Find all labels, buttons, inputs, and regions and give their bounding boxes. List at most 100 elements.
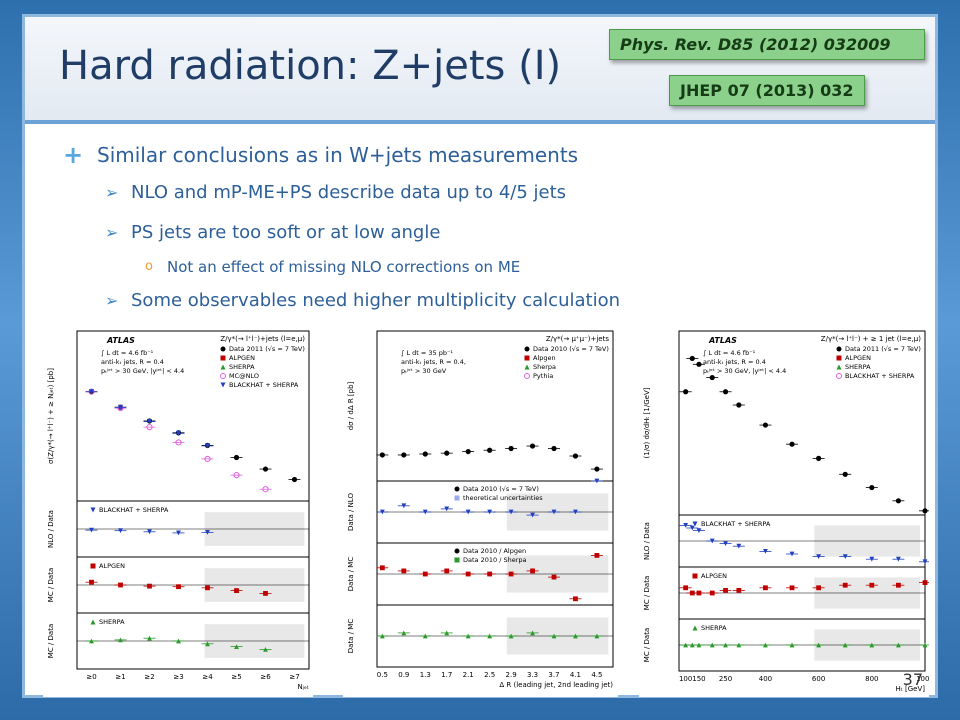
data-point [696,361,702,367]
data-point [689,525,695,531]
legend-entry: ALPGEN [845,354,871,362]
data-point [379,509,385,515]
x-tick-label: 4.1 [570,671,581,679]
data-point [487,633,493,639]
data-point [263,647,268,652]
page-number: 37 [902,670,923,689]
data-point [175,430,182,436]
data-point [529,443,536,449]
annotation: pₜʲᵉᵗ > 30 GeV, |yʲᵉᵗ| < 4.4 [703,367,786,375]
circle-bullet-icon: o [145,259,153,274]
ratio-legend-entry: theoretical uncertainties [463,494,543,502]
data-point [763,549,768,554]
x-tick-label: ≥4 [202,673,213,681]
data-point [842,642,848,648]
bullet-list: + Similar conclusions as in W+jets measu… [63,137,923,321]
ratio-y-label: NLO / Data [643,522,651,560]
plot-strip: σ(Z/γ*(→ l⁺l⁻) + ≥ Nⱼₑₜ) [pb] Z/γ*(→ l⁺l⁻… [43,325,933,697]
legend-entry: Data 2011 (√s = 7 TeV) [845,345,921,353]
data-point [922,580,928,585]
data-point [204,455,211,463]
bullet-text: Similar conclusions as in W+jets measure… [97,143,579,167]
data-point [233,454,240,461]
data-point [205,585,210,591]
ratio-y-label: MC / Data [47,624,55,658]
data-point [551,633,557,639]
slide-title: Hard radiation: Z+jets (I) [59,43,562,89]
annotation: anti-kₜ jets, R = 0.4, [401,358,466,366]
x-tick-label: 150 [692,675,705,683]
data-point [692,573,698,579]
x-tick-label: ≥7 [289,673,299,681]
legend-entry: Pythia [533,372,553,380]
data-point [379,452,385,458]
ratio-label: SHERPA [99,618,125,626]
data-point [118,637,123,643]
data-point [379,633,385,639]
data-point [508,509,514,515]
data-point [220,346,226,352]
data-point [176,584,181,590]
annotation: pₜʲᵉᵗ > 30 GeV [401,367,447,375]
data-point [551,445,557,452]
data-point [147,635,152,641]
data-point [118,528,123,534]
x-tick-label: 1000 [916,675,929,683]
data-point [762,422,769,428]
ratio-legend-entry: Data 2010 / Sherpa [463,556,526,564]
data-point [118,582,123,588]
data-point [763,642,768,648]
data-point [262,486,269,493]
bullet-item: o Not an effect of missing NLO correctio… [63,253,923,281]
ratio-y-label: MC / Data [643,576,651,610]
data-point [204,443,211,449]
ratio-label: BLACKHAT + SHERPA [701,520,771,528]
data-point [573,509,578,515]
data-point [220,373,226,379]
annotation: anti-kₜ jets, R = 0.4 [703,358,766,366]
data-point [551,574,557,580]
data-point [896,556,901,562]
bullet-text: Not an effect of missing NLO corrections… [167,258,521,276]
bullet-item: + Similar conclusions as in W+jets measu… [63,137,923,173]
data-point [869,556,875,562]
data-point [736,402,742,408]
chart-title: Z/γ*(→ l⁺l⁻) + ≥ 1 jet (l=e,μ) [821,335,921,343]
data-point [530,568,535,574]
chart-delta-r: dσ / dΔ R [pb] Z/γ*(→ μ⁺μ⁻)+jets ∫ L dt = … [343,325,618,697]
y-axis-label: σ(Z/γ*(→ l⁺l⁻) + ≥ Nⱼₑₜ) [pb] [47,368,55,464]
data-point [90,563,96,569]
legend-entry: Sherpa [533,363,556,371]
data-point [709,590,715,596]
x-tick-label: 2.9 [506,671,517,679]
data-point [147,583,152,589]
ratio-y-label: NLO / Data [47,510,55,548]
x-tick-label: 1.7 [441,671,452,679]
x-axis-label: Nⱼₑₜ [298,683,309,691]
legend-entry: Alpgen [533,354,556,362]
data-point [696,642,702,648]
data-point [220,364,226,370]
data-point [683,585,689,591]
data-point [422,633,428,639]
x-tick-label: ≥6 [260,673,271,681]
data-point [508,571,514,577]
data-point [723,588,728,593]
data-point [922,508,928,514]
data-point [736,588,742,593]
data-point [401,452,407,458]
data-point [594,553,600,558]
ratio-label: SHERPA [701,624,727,632]
data-point [176,638,181,644]
y-axis-label: dσ / dΔ R [pb] [347,381,355,430]
ratio-y-label: Data / NLO [347,493,355,531]
x-tick-label: 100 [679,675,692,683]
data-point [709,374,715,381]
bullet-item: ➢ NLO and mP-ME+PS describe data up to 4… [63,173,923,213]
data-point [692,625,698,631]
data-point [683,642,689,648]
data-point [816,455,822,461]
x-tick-label: ≥2 [144,673,154,681]
data-point [90,619,96,625]
arrow-bullet-icon: ➢ [105,223,119,242]
